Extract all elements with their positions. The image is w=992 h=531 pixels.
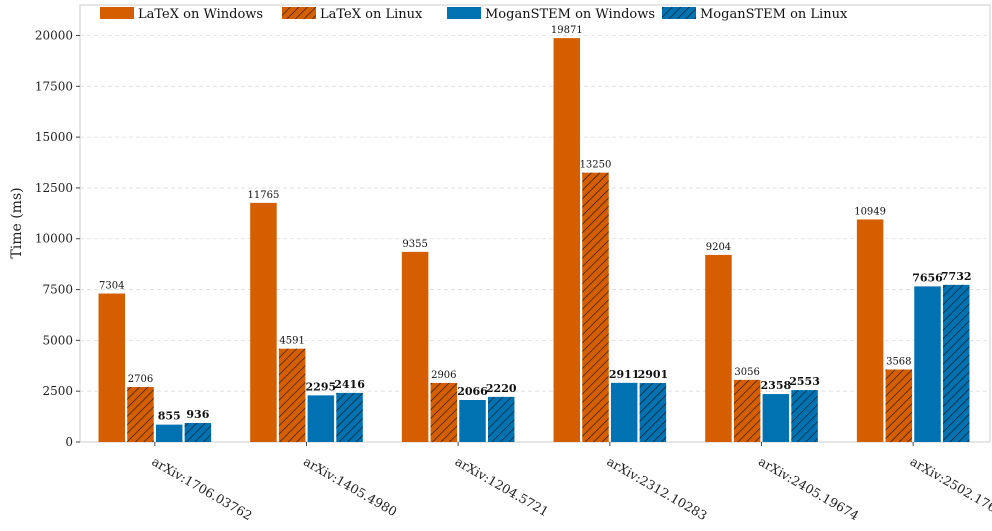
data-label: 2295 <box>306 380 337 393</box>
y-tick-label: 10000 <box>35 232 73 246</box>
grid-lines <box>80 35 990 392</box>
data-label: 9204 <box>706 242 731 253</box>
y-tick-label: 17500 <box>35 79 73 93</box>
bar <box>401 251 429 442</box>
legend: LaTeX on Windows LaTeX on Linux MoganSTEM … <box>100 7 848 22</box>
bar-hatch <box>791 390 818 442</box>
y-tick-label: 12500 <box>35 181 73 195</box>
data-label: 2066 <box>457 385 488 398</box>
data-label: 7304 <box>99 281 124 292</box>
bars <box>98 38 970 443</box>
data-label: 19871 <box>551 25 583 36</box>
bar-hatch <box>487 396 515 442</box>
legend-label: MoganSTEM on Linux <box>700 7 848 22</box>
data-label: 7656 <box>912 271 943 284</box>
legend-label: LaTeX on Linux <box>320 7 423 22</box>
data-label: 2358 <box>761 379 792 392</box>
tick-labels: 0 2500 5000 7500 10000 12500 15000 17500 20000 ar… <box>35 28 992 523</box>
data-label: 9355 <box>402 239 427 250</box>
bar-hatch <box>942 284 970 442</box>
x-tick-label: arXiv:2405.19674 <box>756 454 862 524</box>
data-label: 4591 <box>279 336 304 347</box>
data-label: 2911 <box>609 368 640 381</box>
bar-hatch <box>127 386 154 442</box>
bar <box>98 293 126 442</box>
bar <box>459 400 486 442</box>
bar-hatch <box>278 348 306 442</box>
bar <box>155 424 183 442</box>
y-tick-label: 0 <box>65 435 73 449</box>
bar <box>553 38 581 442</box>
data-label: 3568 <box>886 356 911 367</box>
data-label: 7732 <box>941 270 972 283</box>
x-tick-label: arXiv:1204.5721 <box>453 454 552 520</box>
bar-hatch <box>430 382 458 442</box>
y-tick-label: 2500 <box>42 384 73 398</box>
bar <box>307 395 335 442</box>
bar-hatch <box>582 172 609 443</box>
data-label: 2906 <box>431 370 456 381</box>
y-axis-title: Time (ms) <box>9 187 25 258</box>
data-label: 10949 <box>854 206 886 217</box>
data-label: 855 <box>158 410 181 423</box>
bar <box>250 202 277 442</box>
y-tick-label: 20000 <box>35 28 73 42</box>
data-label: 3056 <box>734 367 759 378</box>
plot-frame <box>79 4 991 443</box>
axes <box>76 4 991 446</box>
y-tick-label: 15000 <box>35 130 73 144</box>
data-label: 936 <box>186 408 209 421</box>
legend-swatch <box>447 7 481 19</box>
bar <box>914 286 941 442</box>
legend-swatch-hatch <box>282 7 316 19</box>
bar <box>610 382 638 442</box>
data-label: 2706 <box>128 374 153 385</box>
bar-hatch <box>184 422 212 442</box>
data-label: 11765 <box>248 190 280 201</box>
y-tick-label: 5000 <box>42 333 73 347</box>
legend-label: MoganSTEM on Windows <box>485 7 655 22</box>
data-label: 2553 <box>789 375 820 388</box>
data-label: 2901 <box>638 368 669 381</box>
y-tick-label: 7500 <box>42 283 73 297</box>
x-tick-label: arXiv:1405.4980 <box>301 454 400 520</box>
x-tick-label: arXiv:2312.10283 <box>604 454 710 524</box>
bar <box>856 219 884 442</box>
legend-swatch-hatch <box>662 7 696 19</box>
bar-hatch <box>733 379 761 442</box>
data-label: 2220 <box>486 382 517 395</box>
bar-hatch <box>885 369 913 442</box>
bar-hatch <box>336 392 363 442</box>
x-tick-label: arXiv:2502.17655 <box>908 454 992 524</box>
legend-label: LaTeX on Windows <box>138 7 263 22</box>
data-label: 13250 <box>580 160 612 171</box>
bar <box>705 254 732 442</box>
data-label: 2416 <box>334 378 365 391</box>
legend-swatch <box>100 7 134 19</box>
bar <box>762 394 790 442</box>
bar-hatch <box>639 383 667 442</box>
x-tick-label: arXiv:1706.03762 <box>149 454 254 524</box>
